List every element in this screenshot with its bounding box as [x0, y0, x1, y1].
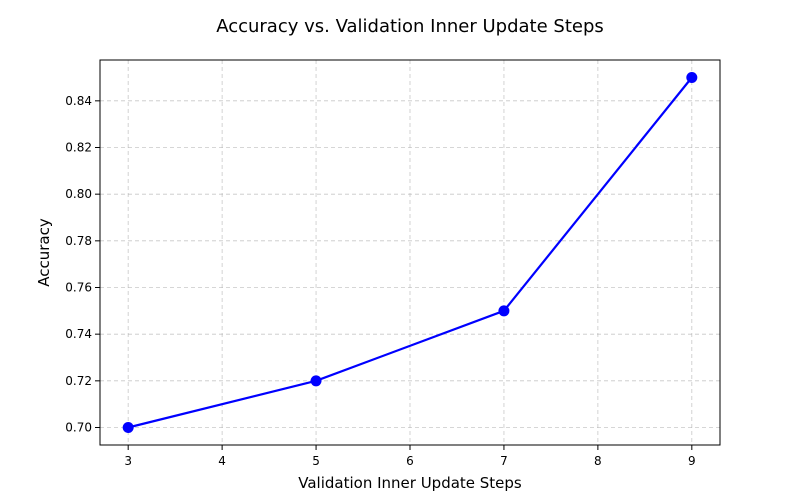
y-tick-label: 0.70	[65, 421, 92, 435]
y-tick-label: 0.74	[65, 327, 92, 341]
x-tick-label: 7	[500, 454, 508, 468]
data-point-marker	[686, 72, 698, 83]
series-line	[127, 76, 693, 429]
x-axis-label: Validation Inner Update Steps	[298, 474, 522, 492]
y-axis-label: Accuracy	[35, 218, 53, 287]
data-point-marker	[310, 375, 322, 387]
x-tick-label: 9	[688, 454, 696, 468]
y-tick-label: 0.72	[65, 374, 92, 388]
data-series	[122, 72, 698, 433]
y-tick-label: 0.84	[65, 94, 92, 108]
data-point-marker	[498, 305, 510, 317]
x-tick-label: 6	[406, 454, 414, 468]
grid-lines	[100, 60, 720, 445]
y-tick-label: 0.82	[65, 141, 92, 155]
chart-title: Accuracy vs. Validation Inner Update Ste…	[216, 16, 604, 37]
plot-frame	[99, 59, 721, 446]
tick-marks: 3 4 5 6 7 8 9 0.70 0.72 0.74 0.76 0.78 0.80 0.82 0.84	[65, 94, 695, 468]
y-tick-label: 0.76	[65, 281, 92, 295]
y-tick-label: 0.78	[65, 234, 92, 248]
data-point-marker	[122, 422, 134, 433]
x-tick-label: 8	[594, 454, 602, 468]
x-tick-label: 4	[218, 454, 226, 468]
x-tick-label: 5	[312, 454, 320, 468]
x-tick-label: 3	[124, 454, 132, 468]
y-tick-label: 0.80	[65, 187, 92, 201]
